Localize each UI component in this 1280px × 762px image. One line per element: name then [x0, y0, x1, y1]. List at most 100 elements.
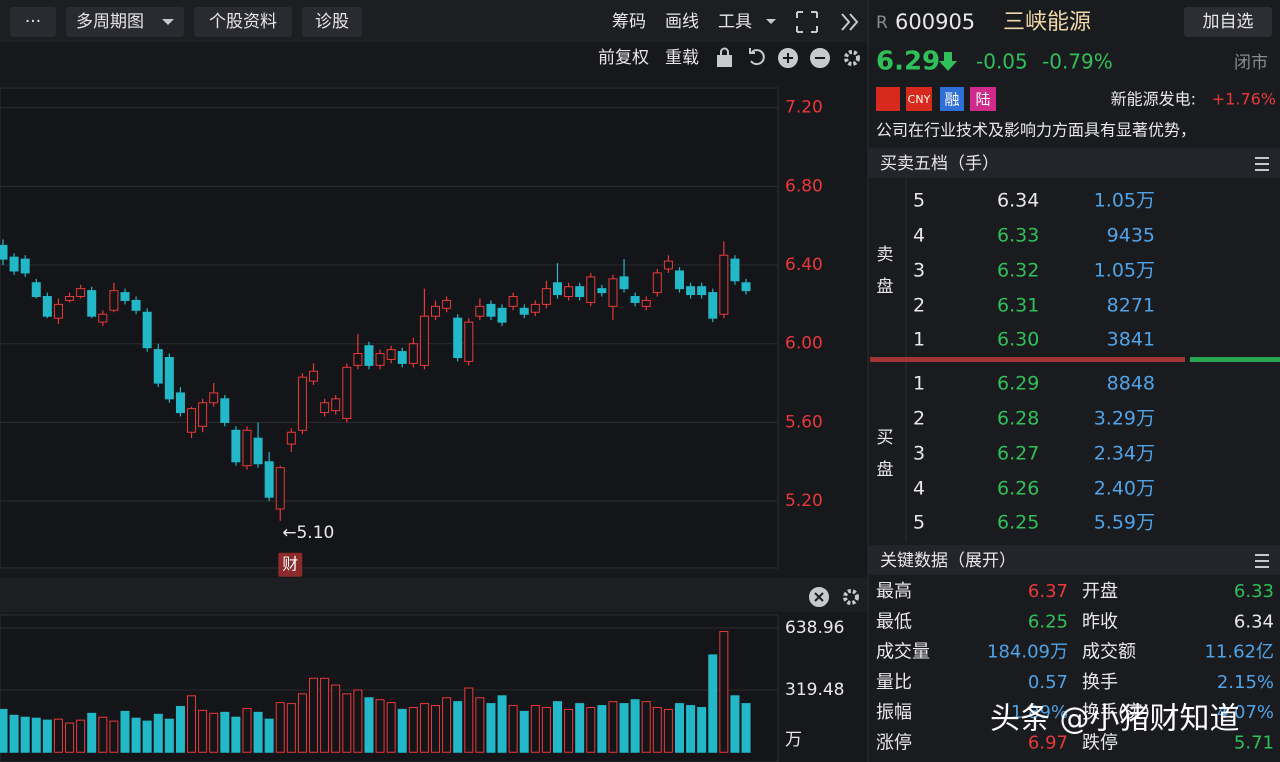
candle-body — [674, 270, 684, 290]
price: 6.33 — [997, 225, 1039, 247]
y-tick-label: 6.40 — [785, 255, 823, 275]
candle-body — [419, 315, 429, 366]
diagnose-button[interactable] — [302, 7, 362, 37]
y-tick-label: 5.60 — [785, 412, 823, 432]
volume-bar — [475, 697, 485, 753]
volume-bar — [275, 702, 285, 753]
candle-body — [253, 437, 263, 465]
candle-body — [242, 429, 252, 467]
tools-menu[interactable]: 工具 — [718, 12, 752, 32]
volume-bar — [76, 719, 86, 753]
y-tick-label: 7.20 — [785, 98, 823, 118]
menu-icon[interactable] — [1255, 554, 1269, 568]
candle-body — [486, 303, 496, 317]
volume: 3841 — [1107, 329, 1155, 351]
volume-bar — [630, 699, 640, 753]
level: 1 — [913, 329, 925, 351]
volume-bar — [320, 677, 330, 753]
marks: 5 6.34 1.05万 4 6.33 9435 3 6.32 1.05万 2 6.31 8271 1 6… — [0, 98, 1274, 754]
candle-body — [120, 292, 130, 301]
undo-icon[interactable] — [749, 48, 765, 66]
watch-button[interactable] — [1184, 7, 1272, 37]
chips-tool[interactable]: 筹码 — [612, 12, 646, 32]
candle-body — [597, 288, 607, 294]
volume-bar — [697, 706, 707, 753]
candle-body — [231, 429, 241, 463]
price: 6.25 — [997, 512, 1039, 534]
settings-icon[interactable] — [843, 589, 859, 605]
watermark: 头条 @小猪财知道 — [990, 702, 1240, 737]
key-label: 换手(实) — [1082, 702, 1150, 723]
volume-bar — [553, 701, 562, 753]
level: 4 — [913, 225, 925, 247]
candle-body — [686, 286, 696, 296]
reload[interactable]: 重载 — [665, 48, 699, 68]
candle-body — [142, 311, 152, 349]
orderbook-title: 买卖五档（手） — [880, 154, 999, 174]
more-button[interactable] — [10, 7, 56, 37]
volume-bar — [686, 705, 696, 753]
candle-body — [53, 303, 63, 319]
candle-body — [320, 402, 330, 414]
plus — [783, 53, 793, 63]
candle-body — [297, 376, 307, 431]
volume-bar — [497, 695, 507, 753]
candle-body — [608, 278, 618, 307]
volume-bar — [153, 713, 163, 753]
candle-body — [386, 349, 396, 360]
candle-body — [553, 282, 562, 296]
key-value: 6.97 — [1028, 733, 1068, 754]
volume-bar — [353, 689, 363, 753]
volume-bar — [242, 707, 252, 753]
currency-label: CNY — [908, 93, 931, 106]
key-value: 6.25 — [1028, 611, 1068, 632]
chart-icons — [717, 47, 860, 607]
lock-icon[interactable] — [717, 55, 732, 67]
candle-body — [541, 288, 551, 305]
y-tick-label: 6.00 — [785, 334, 823, 354]
orderbook-header — [868, 148, 1280, 178]
candle-body — [109, 290, 119, 311]
more-label: ··· — [25, 12, 41, 32]
volume-bar — [0, 708, 8, 753]
collapse-icon[interactable] — [841, 13, 859, 31]
volume-bar — [508, 705, 518, 753]
volume-bar — [530, 705, 540, 753]
menu-icon[interactable] — [1255, 157, 1269, 171]
volume-bar — [87, 712, 97, 753]
buy-label-1: 买 — [877, 428, 894, 448]
period-button[interactable] — [66, 7, 184, 37]
volume-bar — [342, 693, 352, 753]
volume-bar — [597, 705, 607, 753]
volume-bar — [65, 722, 75, 753]
connect-tag — [970, 87, 996, 111]
candle-body — [442, 299, 452, 309]
watch-label: 加自选 — [1203, 12, 1254, 32]
candle-body — [530, 303, 540, 313]
settings-icon[interactable] — [844, 50, 860, 66]
volume-bar — [109, 720, 119, 753]
key-value: 5.71 — [1234, 733, 1274, 754]
down-arrow — [939, 52, 957, 71]
buy-pressure — [1190, 357, 1280, 362]
margin-label: 融 — [944, 91, 959, 109]
candle-body — [519, 307, 529, 315]
candle-body — [31, 282, 41, 298]
low-marker: ←5.10 — [282, 523, 334, 543]
adjust-mode[interactable]: 前复权 — [598, 48, 649, 68]
volume-bar — [253, 711, 263, 753]
profile-button[interactable] — [194, 7, 292, 37]
volume-bar — [209, 712, 219, 753]
draw-tool[interactable]: 画线 — [665, 12, 699, 32]
price: 6.28 — [997, 408, 1039, 430]
keydata-title[interactable]: 关键数据（展开） — [880, 551, 1016, 571]
volume-bar — [397, 708, 407, 753]
candle-body — [497, 307, 507, 323]
candle-body — [220, 398, 230, 423]
fullscreen-icon[interactable] — [796, 11, 818, 33]
connect-label: 陆 — [975, 91, 990, 109]
volume-bar — [131, 717, 141, 753]
candle-body — [464, 321, 474, 362]
